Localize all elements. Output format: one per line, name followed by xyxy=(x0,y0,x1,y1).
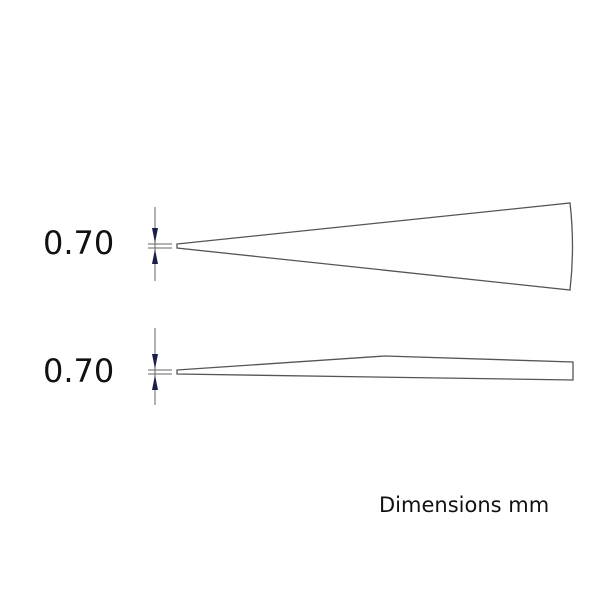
dimension-marker-bottom xyxy=(148,328,172,405)
dimension-marker-top xyxy=(148,207,172,281)
tip-top-view-outline xyxy=(176,202,574,291)
arrow-up-icon xyxy=(152,249,158,264)
arrow-down-icon xyxy=(152,228,158,243)
dimension-label-top: 0.70 xyxy=(43,224,115,262)
units-note: Dimensions mm xyxy=(379,493,550,517)
tip-side-view-outline xyxy=(176,355,574,381)
dimension-label-bottom: 0.70 xyxy=(43,352,115,390)
arrow-up-icon xyxy=(152,375,158,390)
arrow-down-icon xyxy=(152,354,158,369)
